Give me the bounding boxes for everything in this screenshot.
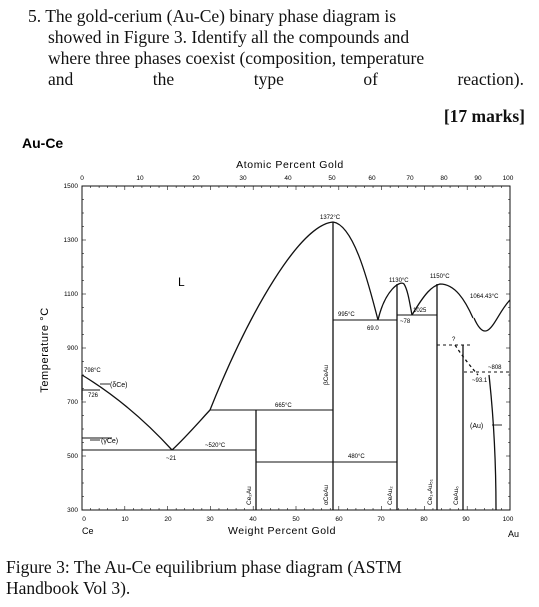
liquidus-ce2au-side <box>171 409 211 451</box>
label-arrows <box>90 383 502 441</box>
gamma-ce-label: (γCe) <box>101 438 118 445</box>
top-tick-label: 60 <box>368 175 376 182</box>
top-tick-label: 70 <box>406 175 414 182</box>
annotation-1064: 1064.43°C <box>470 294 499 300</box>
liquid-label: L <box>178 275 185 289</box>
ce2au-label: Ce₂Au <box>246 486 253 505</box>
bottom-tick-label: 50 <box>292 516 300 523</box>
y-tick-label: 900 <box>67 345 78 352</box>
liquidus-left <box>81 374 173 451</box>
dashed-au-solvus <box>454 344 479 376</box>
question-text: 5. The gold-cerium (Au-Ce) binary phase … <box>28 6 524 90</box>
bottom-tick-label: 80 <box>420 516 428 523</box>
question-line-3: where three phases coexist (composition,… <box>48 48 425 68</box>
annotation-93: ~93.1 <box>472 378 488 384</box>
question-line-4: and the type of reaction). <box>48 69 525 89</box>
y-tick-labels: 300 500 700 900 1100 1300 1500 <box>64 183 79 514</box>
caption-line-1: Figure 3: The Au-Ce equilibrium phase di… <box>6 557 402 577</box>
annotation-1130: 1130°C <box>389 278 409 284</box>
y-tick-label: 700 <box>67 399 78 406</box>
phase-diagram-figure: Au-Ce Atomic Percent Gold Weight Percent… <box>22 135 519 539</box>
bottom-axis-label: Weight Percent Gold <box>228 525 336 537</box>
annotation-78: ~78 <box>400 319 411 325</box>
top-tick-label: 100 <box>503 175 514 182</box>
liquidus-au-right <box>473 299 511 332</box>
y-tick-label: 500 <box>67 453 78 460</box>
top-tick-label: 90 <box>474 175 482 182</box>
annotation-665: 665°C <box>275 403 292 409</box>
y-tick-label: 1500 <box>64 183 79 190</box>
top-tick-label: 0 <box>80 175 84 182</box>
y-tick-label: 1300 <box>64 237 79 244</box>
top-tick-label: 20 <box>192 175 200 182</box>
axis-ticks <box>81 185 511 511</box>
y-tick-label: 300 <box>67 507 78 514</box>
liquidus-ceau-dome-left <box>209 221 334 411</box>
figure-caption: Figure 3: The Au-Ce equilibrium phase di… <box>6 557 526 599</box>
marks-label: [17 marks] <box>443 106 525 126</box>
ceau6-label: CeAu₆ <box>453 486 460 505</box>
top-tick-label: 30 <box>239 175 247 182</box>
ceau2-label: CeAu₂ <box>387 486 394 505</box>
annotation-question: ? <box>452 337 456 343</box>
phase-boundaries <box>81 221 511 511</box>
bottom-tick-label: 90 <box>462 516 470 523</box>
bottom-tick-label: 100 <box>503 516 514 523</box>
question-number: 5. <box>28 6 42 26</box>
bottom-tick-label: 10 <box>121 516 129 523</box>
bottom-tick-label: 20 <box>164 516 172 523</box>
y-axis-label: Temperature °C <box>39 307 51 393</box>
phase-labels: L (δCe) (γCe) (Au) <box>101 275 483 445</box>
ce14au51-label: Ce₁₄Au₅₁ <box>427 478 434 505</box>
alpha-ceau-label: αCeAu <box>323 485 330 505</box>
annotation-520: ~520°C <box>205 443 226 449</box>
annotation-995: 995°C <box>338 312 355 318</box>
annotation-69: 69.0 <box>367 326 379 332</box>
annotation-1372: 1372°C <box>320 215 341 221</box>
annotation-eutectic-21: ~21 <box>166 456 177 462</box>
delta-ce-label: (δCe) <box>110 382 128 389</box>
annotation-798: 798°C <box>84 368 101 374</box>
liquidus-ceau2-dome <box>377 282 413 321</box>
compound-labels: Ce₂Au αCeAu βCeAu CeAu₂ Ce₁₄Au₅₁ CeAu₆ <box>246 365 460 505</box>
top-tick-label: 80 <box>440 175 448 182</box>
annotations: 798°C 726 ~21 ~520°C 665°C 1372°C 480°C … <box>84 215 502 462</box>
bottom-tick-label: 0 <box>82 516 86 523</box>
bottom-tick-label: 30 <box>206 516 214 523</box>
annotation-1150: 1150°C <box>430 274 450 280</box>
top-tick-label: 50 <box>328 175 336 182</box>
au-ss-label: (Au) <box>470 423 483 430</box>
annotation-726: 726 <box>88 393 99 399</box>
right-element-label: Au <box>508 529 519 539</box>
question-line-1: The gold-cerium (Au-Ce) binary phase dia… <box>45 6 397 26</box>
annotation-480: 480°C <box>348 454 365 460</box>
top-tick-labels: 0 10 20 30 40 50 60 70 80 90 100 <box>80 175 514 182</box>
system-label: Au-Ce <box>22 135 63 151</box>
compound-lines <box>255 222 464 510</box>
top-tick-label: 40 <box>284 175 292 182</box>
isotherms <box>82 314 510 463</box>
y-tick-label: 1100 <box>64 291 78 298</box>
beta-ceau-label: βCeAu <box>323 365 330 385</box>
bottom-tick-label: 60 <box>335 516 343 523</box>
bottom-tick-label: 40 <box>249 516 257 523</box>
annotation-1025: 1025 <box>413 308 427 314</box>
caption-line-2: Handbook Vol 3). <box>6 578 131 598</box>
bottom-tick-label: 70 <box>377 516 385 523</box>
au-solvus <box>488 374 497 511</box>
left-element-label: Ce <box>82 526 94 536</box>
liquidus-ceau-dome-right <box>332 221 379 321</box>
question-line-2: showed in Figure 3. Identify all the com… <box>48 27 410 47</box>
plot-frame <box>81 185 511 511</box>
bottom-tick-labels: 0 10 20 30 40 50 60 70 80 90 100 <box>82 516 514 523</box>
top-axis-label: Atomic Percent Gold <box>236 159 344 171</box>
liquidus-ce14au51-dome <box>411 283 474 319</box>
top-tick-label: 10 <box>136 175 144 182</box>
annotation-808: ~808 <box>488 365 502 371</box>
